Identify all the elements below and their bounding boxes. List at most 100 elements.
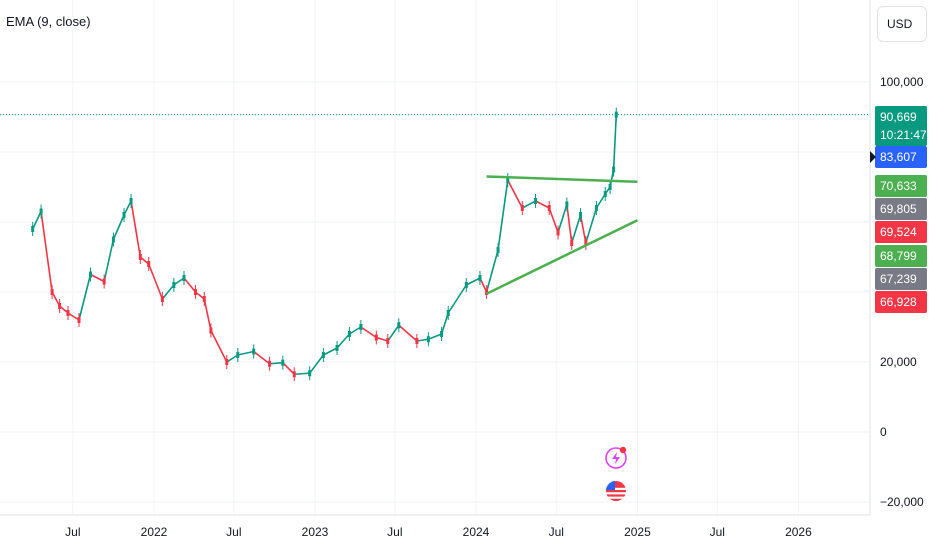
candle-body [31, 226, 35, 232]
time-tick-label: Jul [549, 525, 564, 539]
time-tick-label: 2022 [141, 525, 168, 539]
price-segment [428, 333, 442, 340]
price-segment [570, 214, 582, 244]
candle-body [252, 348, 256, 355]
price-segment [465, 277, 481, 286]
time-tick-label: 2023 [302, 525, 329, 539]
candle-body [485, 289, 489, 295]
price-labels: 90,669 10:21:47 83,607 70,633 69,805 69,524 68… [870, 106, 927, 313]
price-segment [78, 274, 92, 321]
price-tick-label: −20,000 [880, 495, 924, 509]
price-tick-label: 20,000 [880, 355, 917, 369]
price-segment [521, 200, 536, 209]
price-segment [557, 204, 568, 233]
candle-body [506, 177, 510, 183]
price-segment [237, 350, 254, 356]
price-segment [485, 249, 499, 293]
event-markers[interactable] [605, 446, 627, 502]
candle-body [129, 198, 133, 204]
candle-body [88, 271, 92, 278]
price-label: 70,633 [875, 175, 927, 197]
candle-body [321, 352, 325, 358]
candle-body [202, 296, 206, 302]
price-label: 68,799 [875, 245, 927, 267]
price-segment [309, 354, 325, 374]
indicator-legend[interactable]: EMA (9, close) [6, 14, 91, 29]
price-label-value: 68,799 [880, 249, 917, 263]
candle-body [66, 310, 70, 316]
price-segment [447, 284, 467, 314]
price-segment [103, 239, 115, 282]
candle-body [335, 345, 339, 351]
price-label-value: 69,524 [880, 225, 917, 239]
price-segment [376, 336, 389, 342]
time-tick-label: 2024 [463, 525, 490, 539]
candle-body [225, 359, 229, 365]
candle-body [397, 322, 401, 329]
price-segment [130, 200, 142, 258]
price-label: 90,669 10:21:47 [875, 106, 927, 146]
candle-body [359, 324, 363, 330]
price-segment [548, 207, 559, 233]
time-axis[interactable]: Jul 2022 Jul 2023 Jul 2024 Jul 2025 Jul 2026 [65, 525, 812, 539]
price-label-box [875, 146, 927, 168]
candle-body [347, 331, 351, 337]
price-label-value: 90,669 [880, 110, 917, 124]
trendline[interactable] [486, 219, 638, 295]
time-tick-label: 2026 [785, 525, 812, 539]
candle-body [281, 359, 285, 366]
price-label: 67,239 [875, 268, 927, 290]
price-label-value: 70,633 [880, 179, 917, 193]
lightning-icon[interactable] [605, 446, 627, 469]
price-segment [40, 211, 53, 293]
time-tick-label: Jul [710, 525, 725, 539]
price-segment [161, 284, 175, 300]
candle-body [209, 327, 213, 334]
price-label-value: 69,805 [880, 202, 917, 216]
currency-button[interactable]: USD [877, 6, 927, 42]
price-segment [612, 114, 618, 170]
price-segment [112, 214, 125, 240]
candle-body [612, 166, 616, 173]
price-segment [585, 207, 598, 244]
candle-body [236, 352, 240, 358]
candle-body [386, 338, 390, 344]
price-label: 83,607 [875, 146, 927, 168]
trendlines[interactable] [486, 175, 638, 295]
trendline[interactable] [486, 175, 638, 183]
candle-body [102, 278, 106, 285]
candle-body [415, 338, 419, 344]
candle-body [147, 261, 151, 267]
price-segment [203, 298, 212, 331]
time-tick-label: Jul [65, 525, 80, 539]
price-label-box [875, 291, 927, 313]
time-tick-label: Jul [387, 525, 402, 539]
candle-body [39, 208, 43, 215]
price-axis[interactable]: −20,000 0 20,000 100,000 [880, 75, 924, 509]
time-tick-label: Jul [226, 525, 241, 539]
candle-body [594, 205, 598, 211]
candle-body [464, 282, 468, 288]
price-series [0, 107, 870, 382]
candle-body [556, 229, 560, 236]
candle-body [440, 331, 444, 337]
price-segment [226, 354, 239, 363]
candle-body [58, 303, 62, 309]
candle-body [565, 201, 569, 208]
candle-body [608, 184, 612, 190]
candle-body [160, 296, 164, 302]
time-tick-label: 2025 [624, 525, 651, 539]
candle-body [603, 191, 607, 197]
us-flag-icon[interactable] [605, 480, 627, 502]
price-segment [398, 324, 418, 342]
price-segment [253, 350, 271, 365]
price-label: 66,928 [875, 291, 927, 313]
price-segment [360, 326, 377, 339]
price-segment [269, 361, 283, 365]
price-segment [348, 326, 362, 335]
candle-body [426, 336, 430, 343]
price-segment [183, 277, 197, 293]
candle-body [446, 310, 450, 316]
